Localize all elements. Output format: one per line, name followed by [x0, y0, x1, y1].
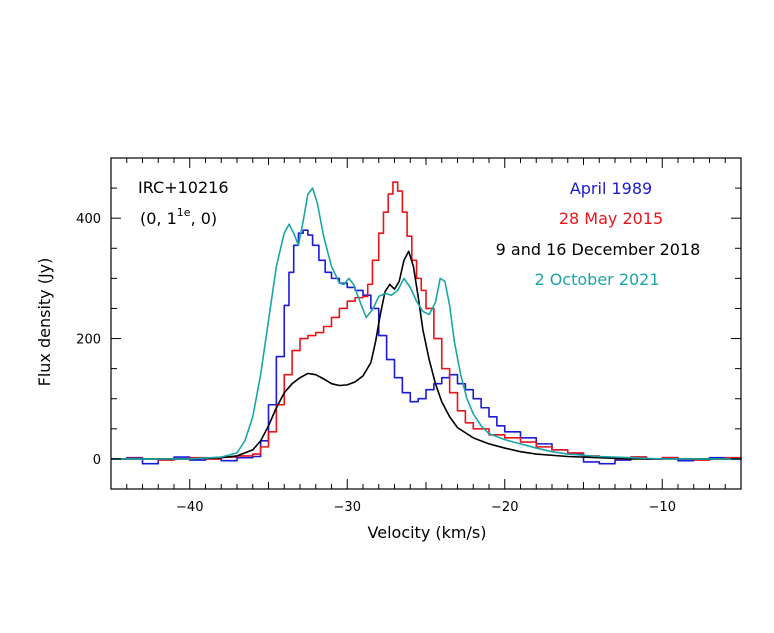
legend-entry: 2 October 2021 — [534, 270, 659, 289]
transition-prefix: (0, 1 — [140, 209, 177, 228]
y-tick-label: 200 — [76, 333, 101, 348]
axis-ticks — [110, 157, 742, 490]
x-tick-label: −30 — [334, 500, 361, 515]
plot-frame — [110, 157, 742, 490]
series-line-april-1989 — [111, 229, 742, 465]
y-tick-label: 400 — [76, 212, 101, 227]
transition-annotation: (0, 11e, 0) — [140, 206, 217, 228]
series-line-9-and-16-december-2018 — [111, 250, 741, 460]
x-tick-label: −20 — [491, 500, 518, 515]
y-axis-label: Flux density (Jy) — [35, 258, 54, 387]
x-tick-label: −40 — [176, 500, 203, 515]
transition-superscript: 1e — [177, 206, 191, 219]
curves-layer — [111, 181, 742, 465]
y-tick-label: 0 — [93, 453, 101, 468]
legend-entry: 28 May 2015 — [559, 209, 663, 228]
transition-suffix: , 0) — [191, 209, 218, 228]
x-axis-label: Velocity (km/s) — [368, 523, 487, 542]
source-annotation: IRC+10216 — [138, 178, 229, 197]
x-tick-label: −10 — [649, 500, 676, 515]
legend-entry: 9 and 16 December 2018 — [496, 240, 701, 259]
legend: April 1989 28 May 2015 9 and 16 December 2… — [496, 179, 701, 289]
tick-labels: −40 −30 −20 −10 0 200 400 — [76, 212, 676, 515]
series-line-2-october-2021 — [111, 187, 741, 460]
legend-entry: April 1989 — [570, 179, 652, 198]
